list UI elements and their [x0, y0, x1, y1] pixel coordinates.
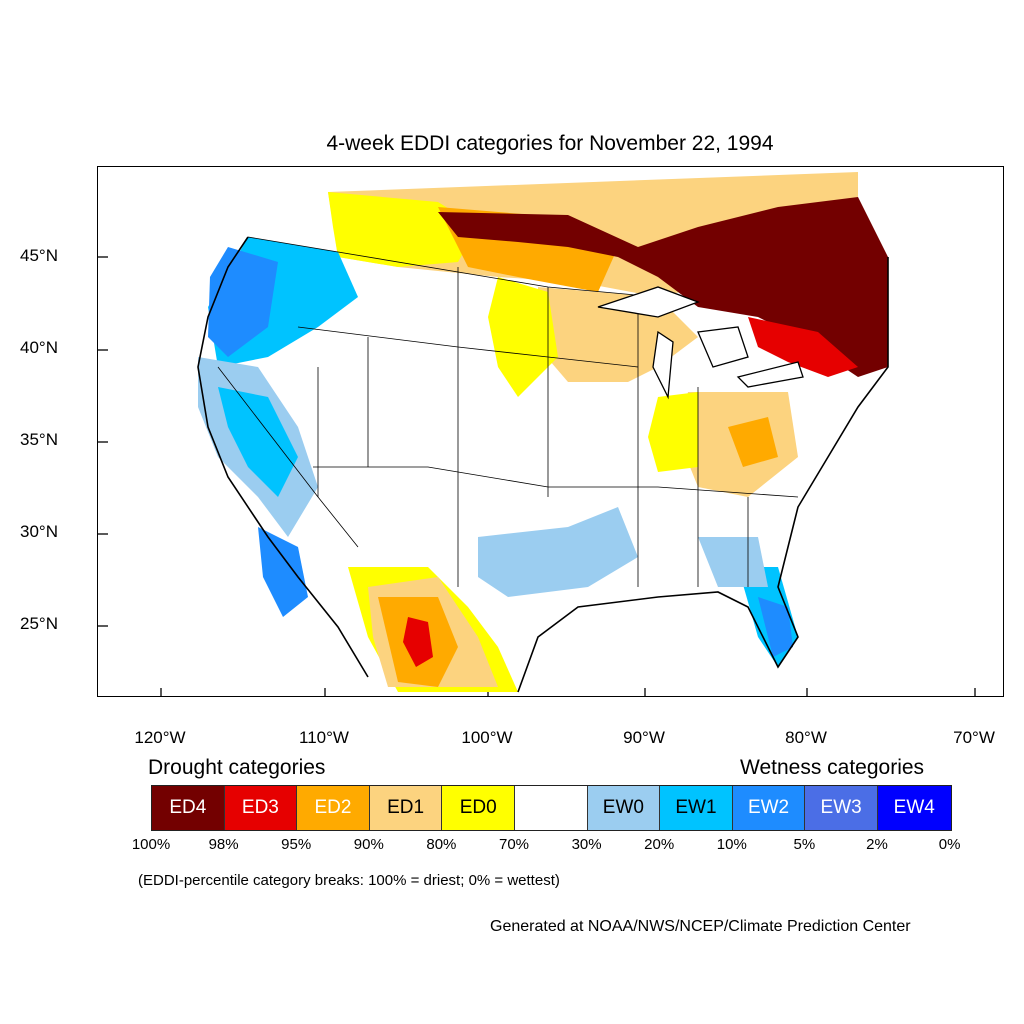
socal-ew2 [258, 527, 308, 617]
percent-break-label: 70% [498, 836, 530, 853]
florida-ew2 [758, 597, 793, 657]
lat-label-35: 35°N [20, 430, 58, 449]
lon-label-70: 70°W [953, 728, 995, 747]
great-lakes-ed4 [438, 197, 888, 377]
percent-break-label: 30% [571, 836, 602, 853]
lon-label-80: 80°W [785, 728, 827, 747]
percent-break-label: 98% [208, 836, 239, 853]
lon-label-100: 100°W [461, 728, 513, 747]
legend-box-neutral [514, 786, 588, 830]
lat-label-25: 25°N [20, 614, 58, 633]
lat-label-30: 30°N [20, 522, 58, 541]
wetness-categories-heading: Wetness categories [740, 756, 925, 779]
lon-label-120: 120°W [134, 728, 186, 747]
legend-box-ed3: ED3 [224, 786, 298, 830]
percent-break-label: 20% [644, 836, 675, 853]
lat-label-40: 40°N [20, 338, 58, 357]
legend-box-ew0: EW0 [587, 786, 661, 830]
legend-box-ew3: EW3 [805, 786, 878, 830]
legend-box-ed1: ED1 [369, 786, 443, 830]
percent-break-label: 10% [716, 836, 747, 853]
legend-box-ew1: EW1 [660, 786, 733, 830]
axis-ticks [98, 256, 976, 696]
lon-label-90: 90°W [623, 728, 665, 747]
appalachian-ed2 [728, 417, 778, 467]
drought-categories-heading: Drought categories [148, 756, 326, 779]
legend-box-ed2: ED2 [297, 786, 370, 830]
eddi-map [98, 172, 976, 696]
credit-line: Generated at NOAA/NWS/NCEP/Climate Predi… [490, 918, 911, 935]
great-lakes-outline [597, 286, 804, 400]
percent-break-label: 5% [793, 836, 816, 853]
map-panel [97, 166, 1004, 697]
percent-break-label: 2% [866, 836, 888, 853]
lon-label-110: 110°W [299, 728, 349, 747]
lat-label-45: 45°N [20, 246, 58, 265]
category-legend: ED4 ED3 ED2 ED1 ED0 EW0 EW1 EW2 EW3 EW4 [151, 785, 952, 831]
percent-break-label: 100% [131, 836, 171, 853]
map-title: 4-week EDDI categories for November 22, … [326, 132, 774, 155]
ohio-valley-ed0 [648, 392, 698, 472]
category-note: (EDDI-percentile category breaks: 100% =… [138, 872, 560, 889]
south-central-ew0 [478, 507, 638, 597]
legend-box-ew2: EW2 [732, 786, 806, 830]
coastline [197, 236, 889, 693]
legend-box-ew4: EW4 [877, 786, 951, 830]
legend-box-ed0: ED0 [442, 786, 515, 830]
legend-box-ed4: ED4 [152, 786, 225, 830]
midwest-ed0 [488, 277, 558, 397]
percent-break-label: 90% [353, 836, 384, 853]
northeast-ed3 [748, 317, 858, 377]
mexico-ed3 [403, 617, 433, 667]
state-boundaries [217, 236, 799, 587]
gulf-ew0 [698, 537, 768, 587]
california-ew1 [218, 387, 298, 497]
percent-break-label: 80% [426, 836, 457, 853]
percent-break-label: 95% [281, 836, 312, 853]
percent-break-label: 0% [938, 836, 961, 853]
